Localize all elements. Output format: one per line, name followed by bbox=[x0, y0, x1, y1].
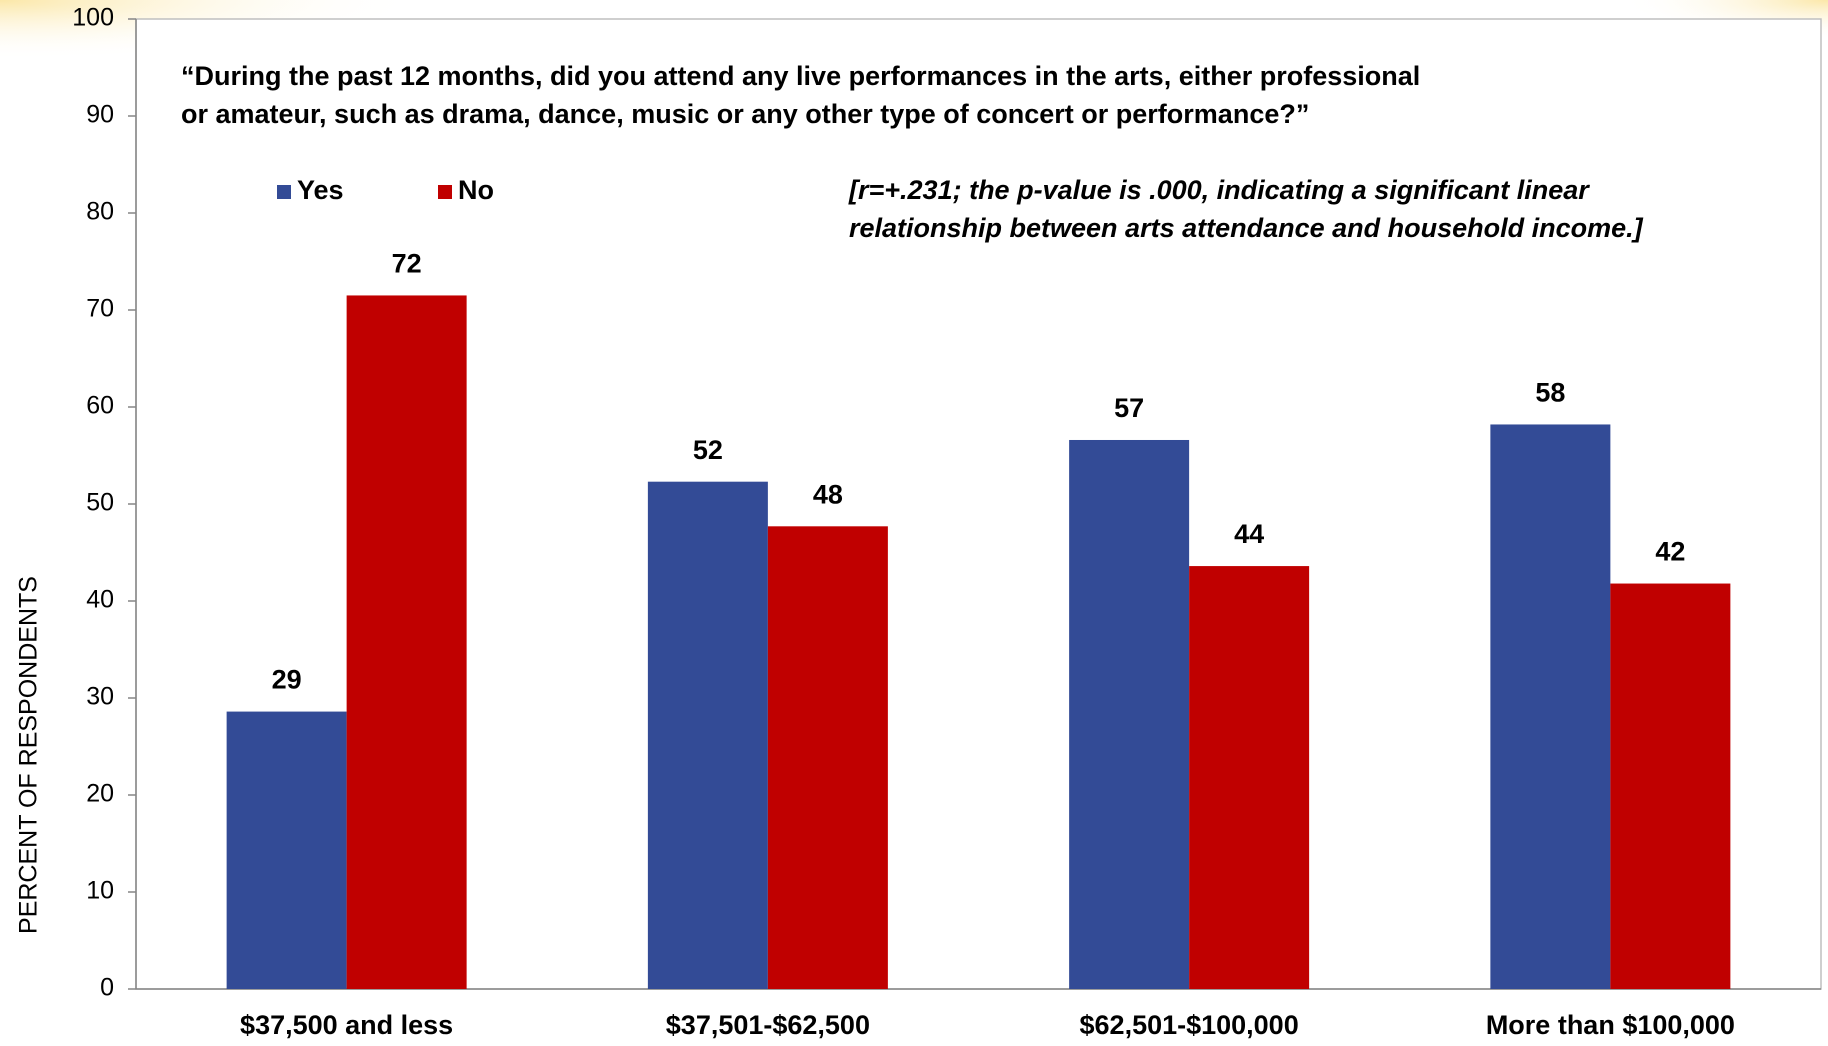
legend-swatch bbox=[438, 185, 452, 199]
y-tick-label: 80 bbox=[86, 198, 114, 226]
data-label: 44 bbox=[1234, 519, 1264, 549]
bar bbox=[1189, 566, 1310, 989]
x-tick-label: $37,501-$62,500 bbox=[666, 1010, 870, 1040]
bar bbox=[346, 295, 467, 989]
bar bbox=[1610, 583, 1731, 989]
y-tick-label: 20 bbox=[86, 780, 114, 808]
x-tick-label: $37,500 and less bbox=[240, 1010, 453, 1040]
legend-label: No bbox=[458, 175, 494, 205]
data-label: 58 bbox=[1535, 378, 1565, 408]
y-tick-label: 10 bbox=[86, 877, 114, 905]
legend-swatch bbox=[277, 185, 291, 199]
bar bbox=[767, 526, 888, 989]
bar bbox=[647, 481, 768, 989]
data-label: 29 bbox=[272, 665, 302, 695]
x-tick-label: $62,501-$100,000 bbox=[1080, 1010, 1299, 1040]
bar bbox=[226, 711, 347, 989]
legend-label: Yes bbox=[297, 175, 344, 205]
y-tick-label: 30 bbox=[86, 683, 114, 711]
y-tick-label: 90 bbox=[86, 101, 114, 129]
data-label: 52 bbox=[693, 435, 723, 465]
bar bbox=[1069, 439, 1190, 990]
data-label: 42 bbox=[1655, 537, 1685, 567]
y-tick-label: 0 bbox=[100, 974, 114, 1002]
y-tick-label: 70 bbox=[86, 295, 114, 323]
y-tick-label: 50 bbox=[86, 489, 114, 517]
y-tick-label: 60 bbox=[86, 392, 114, 420]
y-tick-label: 40 bbox=[86, 586, 114, 614]
data-label: 72 bbox=[392, 249, 422, 279]
x-tick-label: More than $100,000 bbox=[1486, 1010, 1735, 1040]
data-label: 48 bbox=[813, 479, 843, 509]
y-axis-label: PERCENT OF RESPONDENTS bbox=[15, 576, 43, 934]
chart-title: or amateur, such as drama, dance, music … bbox=[181, 99, 1309, 129]
chart-title: “During the past 12 months, did you atte… bbox=[181, 61, 1420, 91]
y-tick-label: 100 bbox=[72, 4, 114, 32]
annotation: relationship between arts attendance and… bbox=[849, 213, 1644, 243]
annotation: [r=+.231; the p-value is .000, indicatin… bbox=[848, 175, 1590, 205]
data-label: 57 bbox=[1114, 393, 1144, 423]
bar bbox=[1490, 424, 1611, 990]
